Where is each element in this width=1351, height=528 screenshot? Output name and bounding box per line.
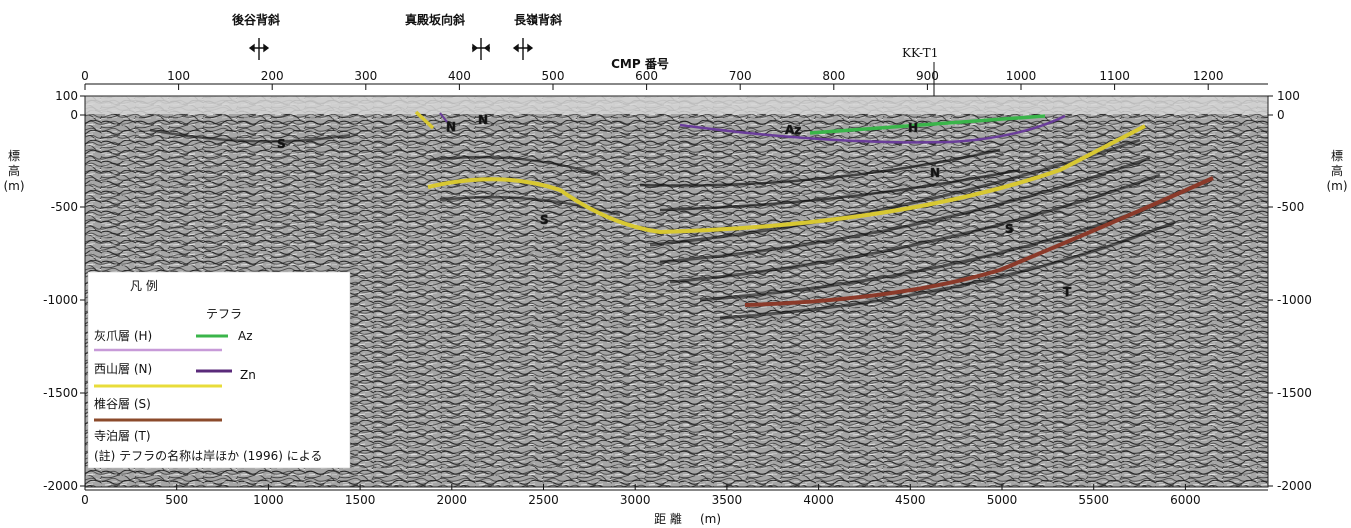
top-axis-tick-label: 600 xyxy=(635,69,658,83)
bottom-axis-tick-label: 4500 xyxy=(895,493,926,507)
unit-label: N xyxy=(478,113,488,127)
left-axis-tick-label: 100 xyxy=(55,89,78,103)
legend-tephra-Az: Az xyxy=(238,329,253,343)
right-elevation-axis: 標 高 (m) 100 0 -500 -1000 -1500 -2000 xyxy=(1268,89,1348,493)
legend-note: (註) テフラの名称は岸ほか (1996) による xyxy=(94,448,322,463)
bottom-axis-tick-label: 1000 xyxy=(253,493,284,507)
unit-label: S xyxy=(540,213,549,227)
right-axis-title: 高 xyxy=(1331,163,1343,178)
unit-label: H xyxy=(908,121,918,135)
legend-formation-H: 灰爪層 (H) xyxy=(94,329,152,343)
left-elevation-axis: 標 高 (m) 100 0 -500 -1000 -1500 -2000 xyxy=(3,89,85,493)
left-axis-tick-label: -1000 xyxy=(43,293,78,307)
bottom-axis-tick-label: 5500 xyxy=(1078,493,1109,507)
unit-label: N xyxy=(930,166,940,180)
legend-tephra-Zn: Zn xyxy=(240,368,256,382)
left-axis-tick-label: -1500 xyxy=(43,386,78,400)
anticline-symbol xyxy=(512,38,534,60)
horizon-S-base xyxy=(744,176,1214,307)
bottom-axis-unit: (m) xyxy=(700,512,721,526)
anticline-symbol xyxy=(248,38,270,60)
top-axis-label: CMP 番号 xyxy=(611,56,669,71)
legend-formation-N: 西山層 (N) xyxy=(94,362,152,376)
horizon-N-base xyxy=(427,124,1146,235)
left-axis-title: 高 xyxy=(8,163,20,178)
top-axis-tick-label: 1000 xyxy=(1006,69,1037,83)
unit-label: Az xyxy=(785,123,801,137)
structure-annotations: 後谷背斜 真殿坂向斜 長嶺背斜 xyxy=(232,12,562,60)
bottom-axis-tick-label: 6000 xyxy=(1170,493,1201,507)
left-axis-unit: (m) xyxy=(3,179,24,193)
legend-formation-S: 椎谷層 (S) xyxy=(94,396,151,411)
bottom-axis-tick-label: 1500 xyxy=(345,493,376,507)
horizon-H xyxy=(809,114,1046,135)
well-marker: KK-T1 xyxy=(902,46,938,96)
top-axis-tick-label: 200 xyxy=(261,69,284,83)
top-axis-tick-label: 700 xyxy=(729,69,752,83)
unit-label: N xyxy=(446,120,456,134)
right-axis-tick-label: -1500 xyxy=(1277,386,1312,400)
horizons xyxy=(414,110,1214,307)
horizon-Zn xyxy=(439,112,448,123)
top-axis-tick-label: 100 xyxy=(167,69,190,83)
unit-label: S xyxy=(1005,222,1014,236)
unit-label: T xyxy=(1063,285,1072,299)
syncline-symbol xyxy=(472,38,490,60)
right-axis-tick-label: 0 xyxy=(1277,108,1285,122)
bottom-axis-tick-label: 2500 xyxy=(528,493,559,507)
legend: 凡 例 テフラ 灰爪層 (H) Az 西山層 (N) Zn 椎谷層 (S) 寺泊… xyxy=(87,271,351,469)
right-axis-tick-label: -2000 xyxy=(1277,479,1312,493)
bottom-axis-tick-label: 3000 xyxy=(620,493,651,507)
right-axis-tick-label: -500 xyxy=(1277,200,1304,214)
right-axis-title: 標 xyxy=(1331,149,1343,163)
top-axis-tick-label: 900 xyxy=(916,69,939,83)
unit-label: S xyxy=(277,137,286,151)
well-label: KK-T1 xyxy=(902,46,938,60)
bottom-axis-label: 距 離 xyxy=(654,512,682,526)
horizon-Az xyxy=(679,114,1066,144)
bottom-axis-tick-label: 500 xyxy=(165,493,188,507)
structure-label: 長嶺背斜 xyxy=(514,12,562,27)
left-axis-title: 標 xyxy=(8,149,20,163)
structure-label: 後谷背斜 xyxy=(232,12,280,27)
top-axis-tick-label: 500 xyxy=(542,69,565,83)
structure-label: 真殿坂向斜 xyxy=(405,12,465,27)
top-axis-tick-label: 1200 xyxy=(1193,69,1224,83)
legend-tephra-header: テフラ xyxy=(206,307,242,321)
bottom-axis: 0 500 1000 1500 2000 2500 3000 3500 4000 4500 5000… xyxy=(81,484,1268,526)
unit-labels: S N N S Az H N S T xyxy=(277,113,1073,300)
left-axis-tick-label: 0 xyxy=(70,108,78,122)
right-axis-tick-label: 100 xyxy=(1277,89,1300,103)
top-axis-tick-label: 1100 xyxy=(1099,69,1130,83)
right-axis-unit: (m) xyxy=(1326,179,1347,193)
bottom-axis-tick-label: 3500 xyxy=(712,493,743,507)
legend-formation-T: 寺泊層 (T) xyxy=(94,429,151,443)
legend-title: 凡 例 xyxy=(130,279,158,293)
bottom-axis-tick-label: 4000 xyxy=(803,493,834,507)
top-axis-tick-label: 400 xyxy=(448,69,471,83)
left-axis-tick-label: -2000 xyxy=(43,479,78,493)
top-axis-tick-label: 0 xyxy=(81,69,89,83)
bottom-axis-tick-label: 5000 xyxy=(987,493,1018,507)
top-axis: CMP 番号 0 100 200 300 400 500 600 700 800 900 1000 1… xyxy=(81,56,1268,90)
top-axis-tick-label: 800 xyxy=(822,69,845,83)
bottom-axis-tick-label: 2000 xyxy=(437,493,468,507)
bottom-axis-tick-label: 0 xyxy=(81,493,89,507)
left-axis-tick-label: -500 xyxy=(51,200,78,214)
top-axis-tick-label: 300 xyxy=(354,69,377,83)
right-axis-tick-label: -1000 xyxy=(1277,293,1312,307)
